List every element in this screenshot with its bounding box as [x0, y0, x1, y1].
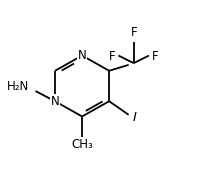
Text: F: F: [152, 50, 158, 63]
Text: N: N: [78, 49, 86, 62]
Text: H₂N: H₂N: [7, 79, 29, 93]
Text: N: N: [51, 95, 59, 108]
Text: I: I: [133, 111, 137, 124]
Text: F: F: [109, 50, 116, 63]
Text: F: F: [130, 26, 137, 39]
Text: CH₃: CH₃: [71, 138, 93, 151]
